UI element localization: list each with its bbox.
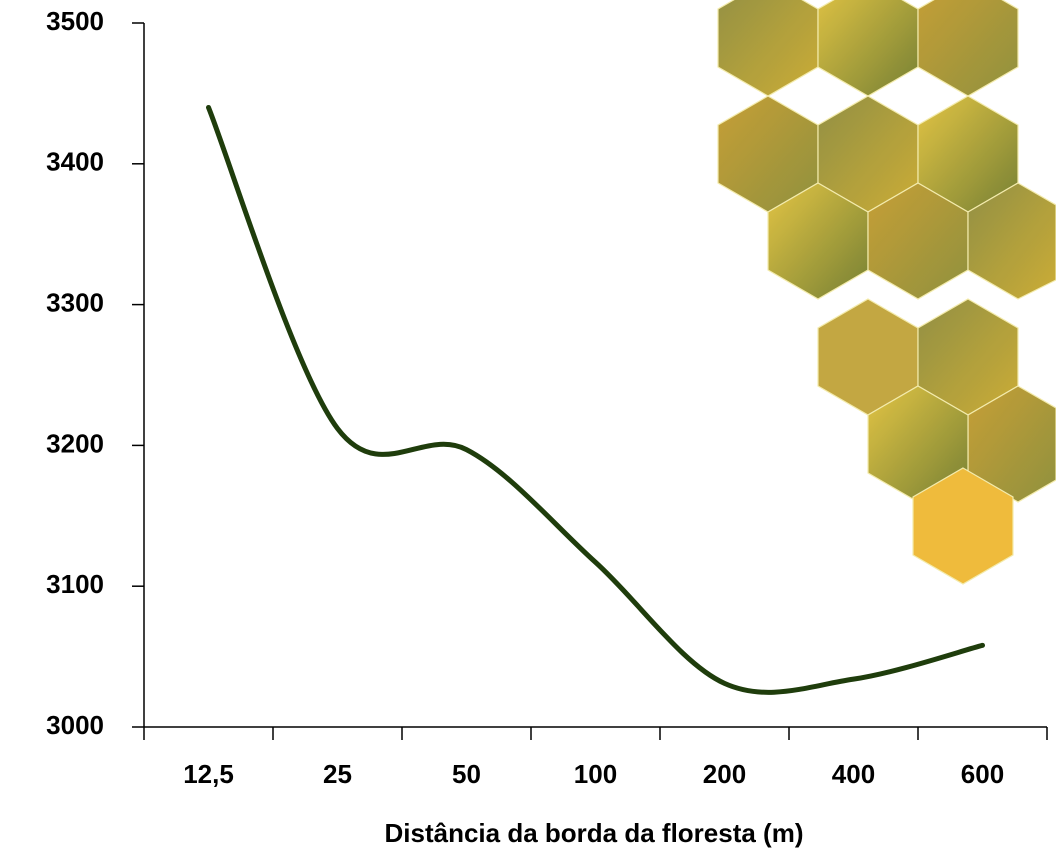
y-tick-label: 3400 bbox=[46, 147, 104, 177]
x-tick-label: 25 bbox=[323, 759, 352, 789]
y-tick-label: 3200 bbox=[46, 428, 104, 458]
x-axis-title: Distância da borda da floresta (m) bbox=[385, 818, 804, 848]
x-tick-label: 12,5 bbox=[183, 759, 234, 789]
x-tick-label: 50 bbox=[452, 759, 481, 789]
x-tick-label: 100 bbox=[574, 759, 617, 789]
decorative-hexagons bbox=[717, 0, 1056, 585]
x-tick-label: 400 bbox=[832, 759, 875, 789]
y-tick-label: 3500 bbox=[46, 6, 104, 36]
x-tick-label: 600 bbox=[961, 759, 1004, 789]
line bbox=[206, 104, 985, 695]
y-tick-label: 3300 bbox=[46, 287, 104, 317]
y-tick-label: 3100 bbox=[46, 569, 104, 599]
x-tick-label: 200 bbox=[703, 759, 746, 789]
y-tick-label: 3000 bbox=[46, 710, 104, 740]
